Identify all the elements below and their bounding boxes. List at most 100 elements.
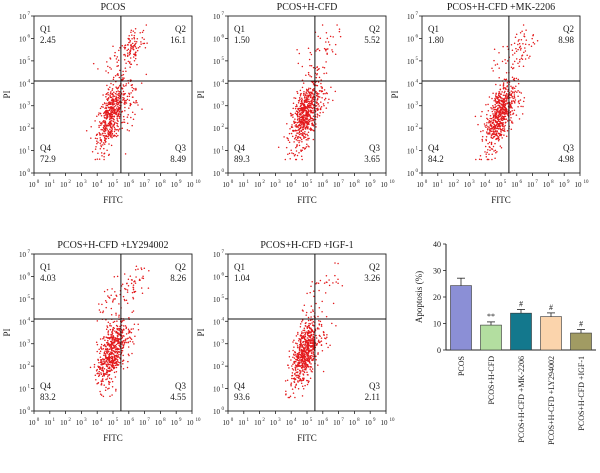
scatter-point [318,76,321,79]
y-tick-label: 10 [407,13,415,21]
scatter-point [119,338,121,340]
scatter-point [297,121,300,123]
scatter-point [503,118,506,120]
scatter-point [303,365,306,367]
x-tick-label: 10 [155,181,163,189]
scatter-point [506,60,509,62]
scatter-point [296,154,299,157]
scatter-point [100,134,102,136]
scatter-point [293,141,295,143]
x-tick-label: 10 [29,419,37,427]
x-tick-exponent: 8 [357,418,360,423]
scatter-point [127,54,129,57]
scatter-point [109,324,111,327]
x-tick-label: 10 [270,181,278,189]
scatter-point [323,104,325,107]
scatter-point [528,43,530,46]
scatter-point [110,96,113,99]
scatter-point [491,153,493,156]
scatter-point [308,123,310,126]
scatter-point [125,99,127,102]
scatter-point [305,364,307,367]
scatter-point [116,87,118,90]
scatter-point [111,342,114,344]
quadrant-value-q1: 1.04 [234,273,250,283]
scatter-point [122,84,125,86]
scatter-point [303,304,306,307]
scatter-point [110,348,113,350]
y-axis-label: PI [390,90,400,98]
scatter-point [487,126,489,128]
x-tick-exponent: 5 [310,418,313,423]
y-tick-label: 10 [19,58,27,66]
scatter-point [134,269,137,271]
scatter-point [511,110,513,112]
scatter-point [301,365,304,368]
scatter-point [517,40,520,42]
scatter-point [124,48,126,50]
scatter-point [107,376,109,378]
scatter-point [307,71,310,74]
scatter-point [488,120,490,123]
scatter-point [124,44,127,46]
scatter-point [307,137,309,140]
scatter-point [107,103,110,106]
scatter-point [300,121,303,123]
scatter-point [309,128,311,130]
scatter-point [110,110,112,113]
scatter-point [504,124,506,127]
scatter-point [307,381,310,384]
scatter-point [299,373,301,375]
scatter-point [117,356,120,358]
scatter-point [480,130,482,133]
scatter-point [312,345,315,348]
scatter-point [296,345,299,347]
scatter-point [484,145,487,148]
scatter-point [296,346,299,349]
scatter-point [310,76,313,78]
scatter-point [307,104,310,107]
y-tick-exponent: 7 [222,250,225,255]
scatter-point [100,394,103,396]
scatter-point [108,114,110,116]
scatter-point [503,126,506,128]
scatter-point [511,102,513,105]
category-label: PCOS+H-CFD +LY294002 [547,356,556,445]
scatter-point [114,104,117,107]
scatter-point [304,134,307,136]
scatter-point [492,130,494,132]
scatter-point [114,298,116,300]
scatter-point [312,347,315,349]
scatter-point [518,102,521,105]
quadrant-value-q4: 93.6 [234,392,250,402]
scatter-point [110,360,113,362]
scatter-point [108,106,110,109]
scatter-point [103,368,106,370]
scatter-point [118,76,121,79]
scatter-point [296,90,298,93]
x-tick-label: 10 [365,419,373,427]
scatter-point [116,119,119,121]
scatter-point [502,109,505,111]
scatter-point [522,105,524,108]
scatter-point [500,93,503,95]
scatter-point [129,275,132,277]
scatter-point [299,365,301,367]
scatter-point [297,109,300,111]
scatter-point [494,100,497,102]
scatter-point [109,135,112,138]
scatter-point [500,130,502,132]
scatter-point [308,113,310,116]
scatter-point [304,114,306,117]
category-label: PCOS+H-CFD +MK-2206 [517,356,526,443]
y-tick-label: 10 [407,148,415,156]
scatter-point [108,383,110,386]
scatter-point [324,292,327,294]
x-tick-exponent: 10 [196,180,202,185]
scatter-point [514,90,516,93]
scatter-point [477,123,479,126]
scatter-point [132,297,135,300]
scatter-point [315,123,317,125]
scatter-point [338,30,341,33]
scatter-point [118,303,120,305]
